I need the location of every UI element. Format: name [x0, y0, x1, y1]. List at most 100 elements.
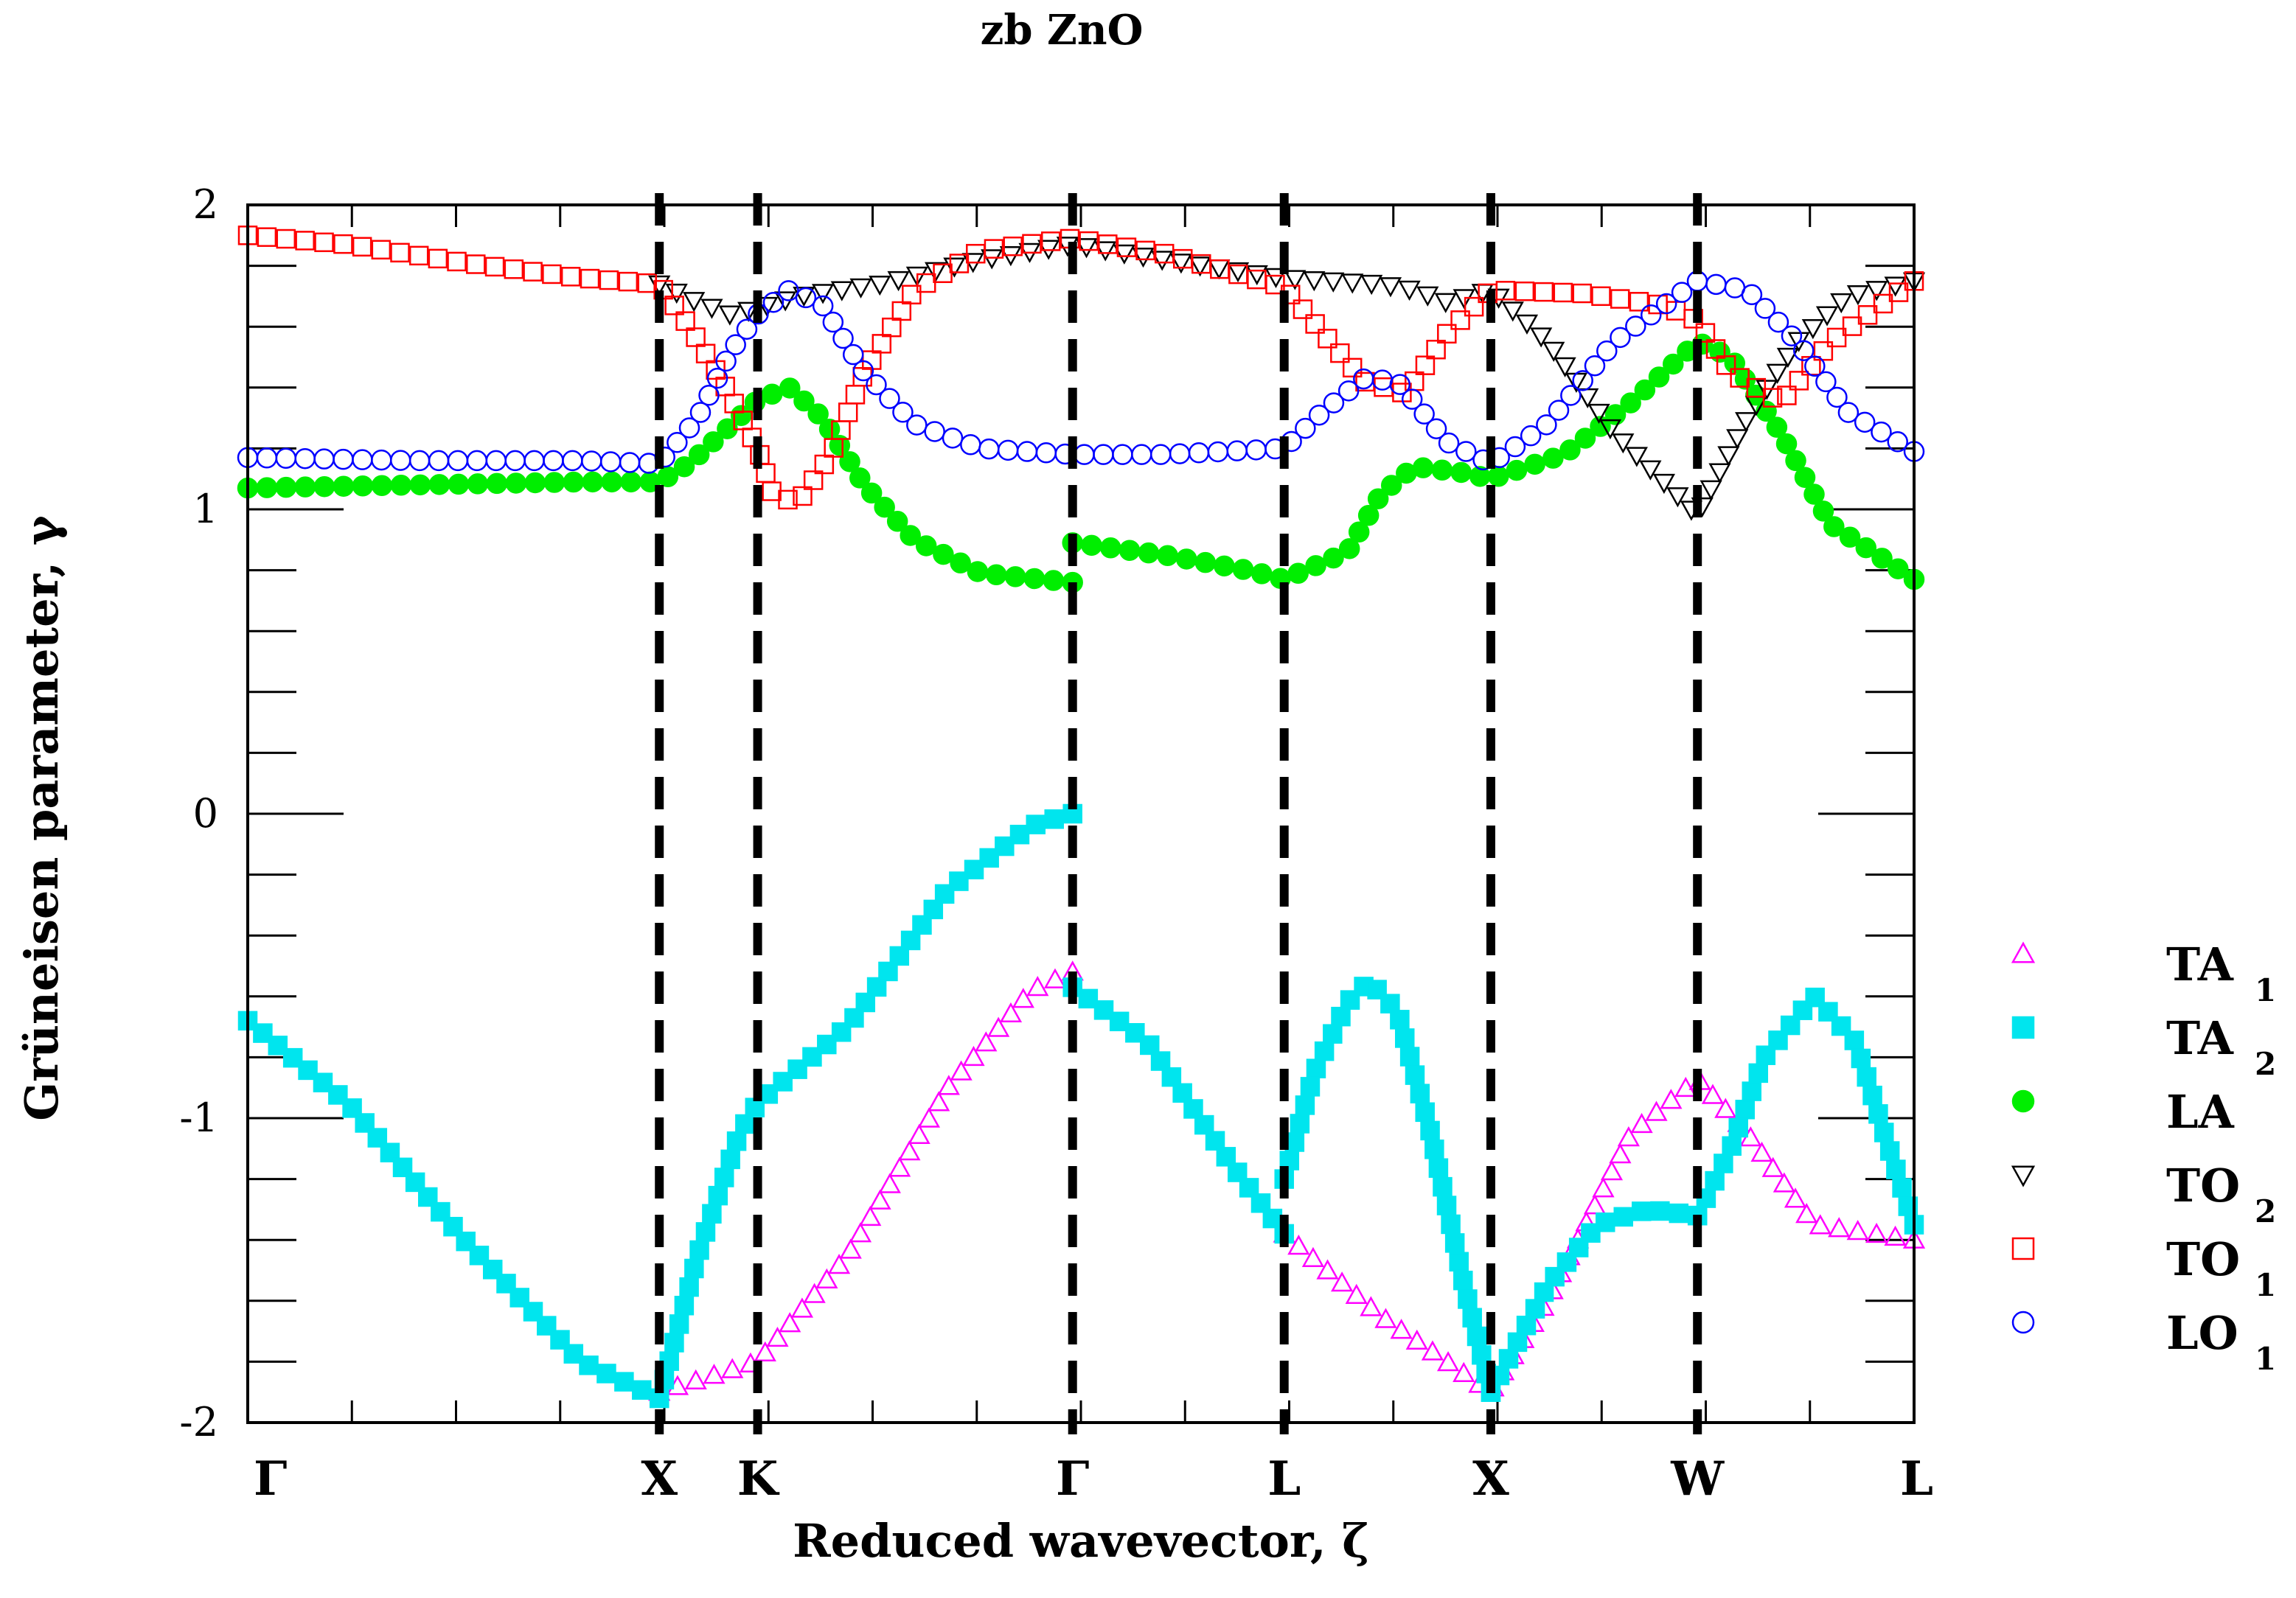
data-point — [1873, 293, 1893, 314]
legend-label: TO — [2166, 1159, 2240, 1213]
data-point — [1865, 1222, 1888, 1243]
data-point — [1717, 446, 1740, 467]
data-point — [967, 561, 989, 582]
data-point — [689, 402, 712, 423]
data-point — [1100, 537, 1121, 559]
data-point — [1380, 475, 1402, 496]
data-point — [1795, 1203, 1818, 1224]
data-point — [371, 240, 392, 260]
data-point — [1035, 442, 1057, 464]
series-to2 — [648, 237, 1926, 521]
data-point — [811, 284, 835, 304]
data-point — [581, 450, 602, 472]
data-point — [700, 299, 723, 319]
data-point — [664, 296, 684, 315]
data-point — [917, 1107, 941, 1128]
data-point — [1793, 340, 1815, 361]
data-point — [790, 1297, 814, 1318]
data-point — [1194, 551, 1217, 573]
plot-frame — [246, 203, 1916, 1424]
data-point — [1169, 254, 1193, 274]
data-point — [916, 273, 936, 293]
data-point — [950, 552, 971, 574]
data-point — [1648, 366, 1670, 388]
data-point — [1453, 1270, 1473, 1291]
data-point — [1506, 459, 1528, 481]
data-point — [1871, 548, 1893, 569]
data-point — [669, 1314, 689, 1334]
data-point — [667, 432, 688, 453]
data-point — [1884, 1225, 1907, 1246]
data-point — [1421, 1340, 1444, 1361]
data-point — [1109, 1011, 1130, 1032]
data-point — [1410, 1084, 1430, 1103]
data-point — [773, 1072, 793, 1092]
data-point — [1545, 1266, 1565, 1287]
data-point — [1855, 537, 1877, 559]
data-point — [1323, 392, 1345, 414]
data-point — [1081, 534, 1102, 556]
data-point — [879, 388, 900, 409]
data-point — [1498, 1349, 1519, 1369]
data-point — [1625, 315, 1646, 337]
data-point — [1773, 1172, 1796, 1193]
data-point — [1112, 444, 1133, 465]
data-point — [1762, 388, 1783, 408]
data-point — [1620, 392, 1641, 414]
data-point — [601, 471, 623, 493]
data-point — [718, 305, 741, 326]
legend-entry: TO 2 — [2011, 1159, 2276, 1229]
data-point — [256, 477, 278, 498]
data-point — [1305, 314, 1325, 334]
data-point — [793, 486, 813, 506]
data-point — [1695, 323, 1716, 343]
data-point — [822, 311, 844, 333]
data-point — [256, 447, 278, 469]
data-point — [1455, 441, 1477, 462]
data-point — [1323, 1024, 1343, 1044]
data-point — [380, 1142, 400, 1162]
legend-marker — [2011, 941, 2036, 963]
data-point — [866, 374, 887, 396]
data-point — [1265, 274, 1285, 295]
data-point — [504, 259, 524, 279]
data-point — [1132, 247, 1155, 268]
data-point — [447, 450, 469, 472]
data-point — [542, 264, 562, 285]
data-point — [447, 251, 467, 272]
legend-marker — [2011, 1089, 2035, 1113]
data-point — [1342, 357, 1363, 378]
data-point — [1205, 1131, 1225, 1151]
data-point — [1530, 327, 1553, 348]
data-point — [1803, 484, 1825, 505]
data-point — [1854, 411, 1876, 433]
data-point — [1398, 280, 1421, 301]
symmetry-label: X — [641, 1451, 678, 1507]
data-point — [1074, 444, 1095, 465]
symmetry-label: X — [1472, 1451, 1509, 1507]
data-point — [1785, 450, 1806, 472]
data-point — [860, 482, 883, 504]
data-point — [1026, 975, 1049, 997]
data-point — [678, 417, 700, 439]
data-point — [1722, 1136, 1742, 1156]
data-point — [1488, 466, 1509, 487]
data-point — [1138, 542, 1160, 564]
data-point — [906, 414, 928, 436]
data-point — [1380, 994, 1400, 1013]
data-point — [1131, 444, 1152, 465]
data-point — [1295, 1095, 1315, 1115]
data-point — [1794, 467, 1816, 488]
data-point — [1590, 416, 1611, 437]
data-point — [779, 377, 801, 399]
data-point — [408, 245, 429, 266]
data-point — [960, 434, 981, 456]
data-point — [313, 448, 335, 470]
data-point — [1554, 357, 1576, 378]
data-point — [1161, 1067, 1182, 1087]
data-point — [1842, 316, 1862, 336]
data-point — [1425, 418, 1447, 439]
data-point — [1515, 314, 1539, 335]
data-point — [390, 475, 412, 496]
data-point — [524, 472, 546, 494]
